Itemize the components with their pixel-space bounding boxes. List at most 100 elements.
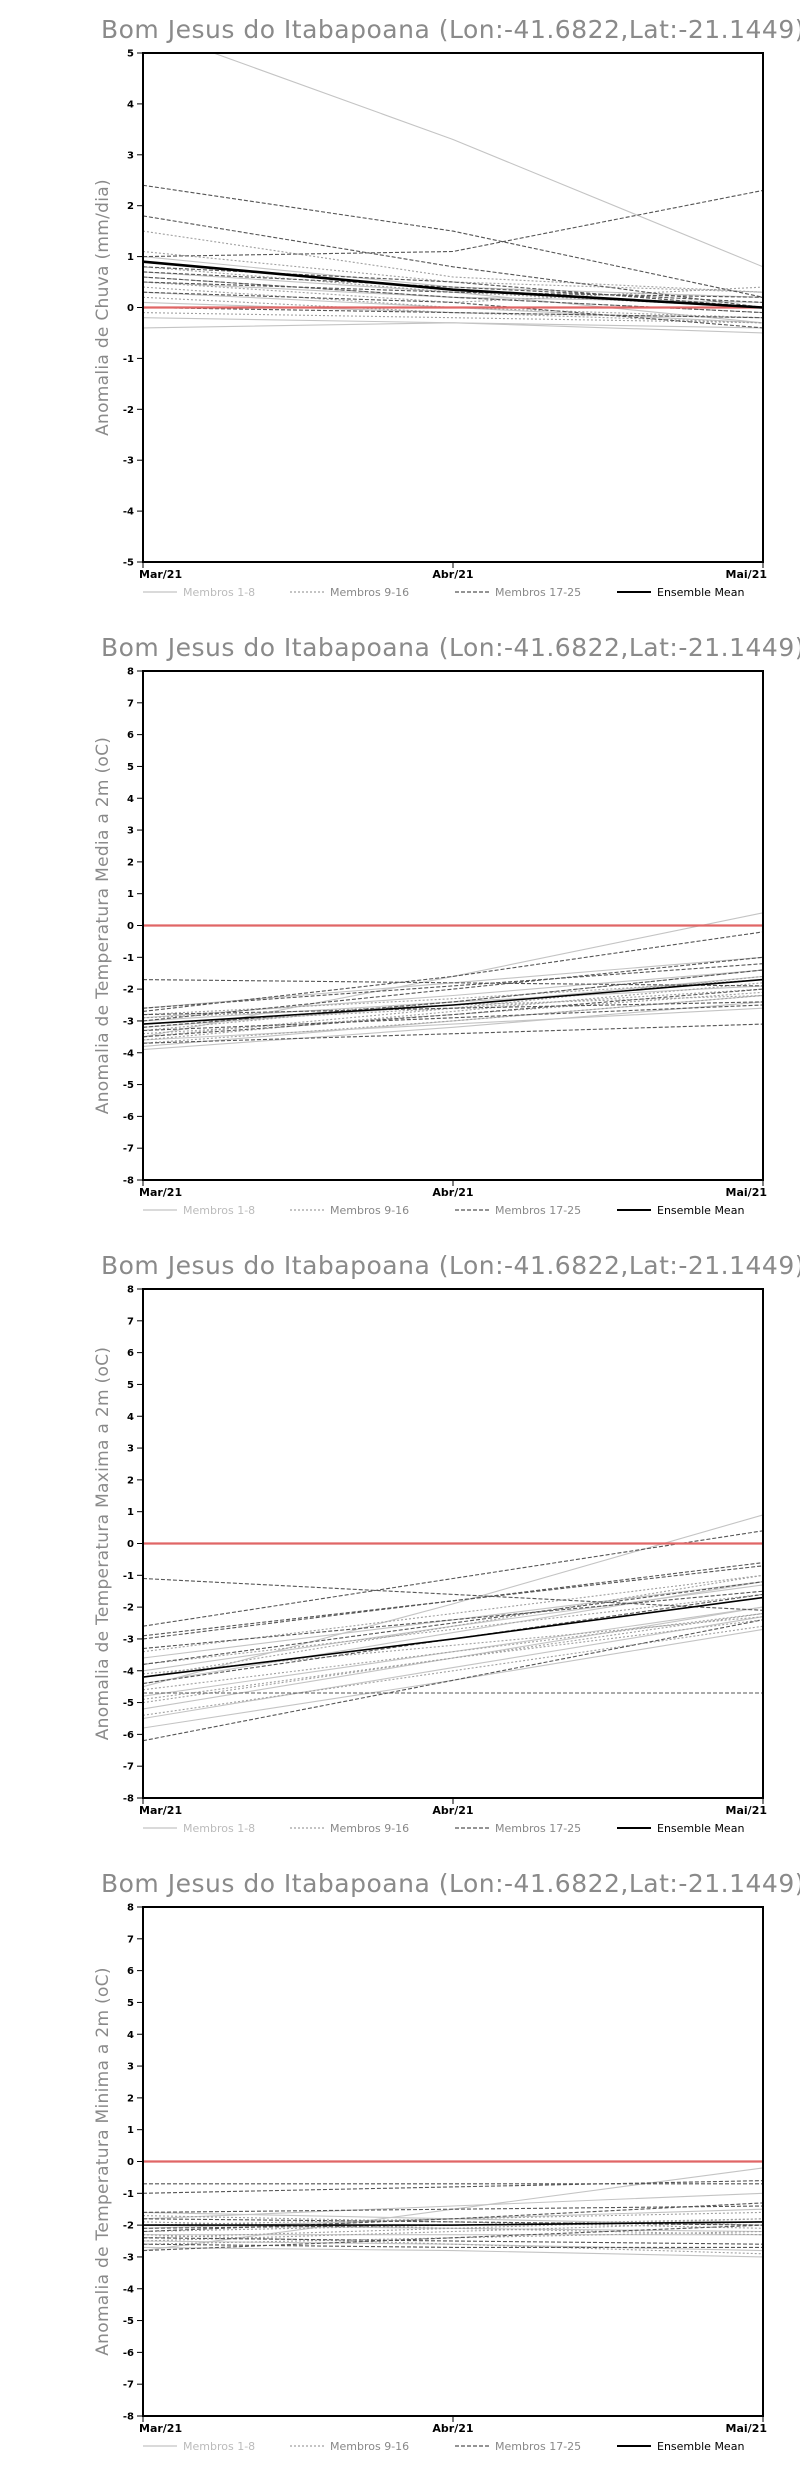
member-line bbox=[143, 1565, 763, 1637]
member-line bbox=[211, 53, 763, 268]
member-line bbox=[143, 2246, 763, 2258]
y-tick-label: 2 bbox=[127, 857, 134, 868]
y-axis-label: Anomalia de Temperatura Media a 2m (oC) bbox=[93, 737, 113, 1114]
member-line bbox=[143, 2180, 763, 2194]
y-tick-label: -3 bbox=[123, 456, 134, 467]
chart-title: Bom Jesus do Itabapoana (Lon:-41.6822,La… bbox=[101, 1869, 800, 1898]
member-line bbox=[143, 2218, 763, 2226]
y-tick-label: 1 bbox=[127, 2125, 134, 2136]
y-tick-label: -5 bbox=[123, 1080, 134, 1091]
member-line bbox=[143, 2218, 763, 2233]
y-tick-label: -3 bbox=[123, 2252, 134, 2263]
y-tick-label: -5 bbox=[123, 1698, 134, 1709]
y-tick-label: 3 bbox=[127, 2062, 134, 2073]
member-line bbox=[143, 184, 763, 298]
y-tick-label: -6 bbox=[123, 1730, 134, 1741]
member-line bbox=[143, 1590, 763, 1650]
legend-label: Membros 9-16 bbox=[330, 1204, 409, 1217]
member-line bbox=[143, 2211, 763, 2226]
x-tick-label: Abr/21 bbox=[432, 1186, 473, 1199]
x-tick-label: Abr/21 bbox=[432, 568, 473, 581]
y-tick-label: 8 bbox=[127, 1903, 134, 1914]
series-group bbox=[143, 912, 763, 1051]
member-line bbox=[143, 189, 763, 258]
y-tick-label: 1 bbox=[127, 1507, 134, 1518]
member-line bbox=[143, 1001, 763, 1016]
y-tick-label: -1 bbox=[123, 1571, 134, 1582]
member-line bbox=[143, 1530, 763, 1627]
legend-label: Membros 17-25 bbox=[495, 586, 581, 599]
y-tick-label: -2 bbox=[123, 2221, 134, 2232]
plot-frame bbox=[142, 52, 764, 563]
legend-label: Membros 9-16 bbox=[330, 1822, 409, 1835]
member-line bbox=[143, 988, 763, 1038]
legend-label: Ensemble Mean bbox=[657, 2440, 744, 2453]
y-tick-label: -4 bbox=[123, 2284, 134, 2295]
member-line bbox=[143, 2230, 763, 2245]
member-line bbox=[143, 988, 763, 1025]
y-axis-label: Anomalia de Temperatura Maxima a 2m (oC) bbox=[93, 1347, 113, 1741]
member-line bbox=[143, 2234, 763, 2255]
member-line bbox=[143, 291, 763, 329]
legend-label: Ensemble Mean bbox=[657, 1822, 744, 1835]
y-tick-label: 1 bbox=[127, 252, 134, 263]
member-line bbox=[143, 1004, 763, 1032]
plot-frame bbox=[142, 1288, 764, 1799]
y-tick-label: 2 bbox=[127, 2093, 134, 2104]
member-line bbox=[143, 994, 763, 1019]
chart-panel-2: Bom Jesus do Itabapoana (Lon:-41.6822,La… bbox=[93, 633, 800, 1217]
chart-title: Bom Jesus do Itabapoana (Lon:-41.6822,La… bbox=[101, 1251, 800, 1280]
ensemble-mean-line bbox=[143, 978, 763, 1025]
legend-label: Membros 17-25 bbox=[495, 1204, 581, 1217]
y-tick-label: -8 bbox=[123, 1794, 134, 1805]
x-tick-label: Mar/21 bbox=[139, 1186, 182, 1199]
y-tick-label: 3 bbox=[127, 150, 134, 161]
member-line bbox=[143, 991, 763, 1035]
y-tick-label: 5 bbox=[127, 1998, 134, 2009]
legend-label: Membros 17-25 bbox=[495, 1822, 581, 1835]
ensemble-mean-line bbox=[143, 260, 763, 309]
member-line bbox=[143, 230, 763, 293]
member-line bbox=[143, 1577, 763, 1611]
x-tick-label: Mai/21 bbox=[726, 568, 767, 581]
member-line bbox=[143, 931, 763, 1012]
member-line bbox=[143, 979, 763, 987]
y-tick-label: 0 bbox=[127, 2157, 134, 2168]
y-tick-label: -2 bbox=[123, 985, 134, 996]
legend-label: Ensemble Mean bbox=[657, 1204, 744, 1217]
y-tick-label: 4 bbox=[127, 2030, 134, 2041]
member-line bbox=[143, 1619, 763, 1700]
y-tick-label: 2 bbox=[127, 201, 134, 212]
y-tick-label: 0 bbox=[127, 921, 134, 932]
legend-label: Membros 1-8 bbox=[183, 1822, 255, 1835]
y-tick-label: -5 bbox=[123, 2316, 134, 2327]
member-line bbox=[143, 281, 763, 298]
member-line bbox=[143, 215, 763, 309]
y-tick-label: -3 bbox=[123, 1016, 134, 1027]
y-tick-label: 1 bbox=[127, 889, 134, 900]
member-line bbox=[143, 1581, 763, 1659]
member-line bbox=[143, 271, 763, 303]
member-line bbox=[143, 1562, 763, 1640]
y-tick-label: 0 bbox=[127, 1539, 134, 1550]
y-tick-label: -1 bbox=[123, 953, 134, 964]
legend-label: Membros 9-16 bbox=[330, 586, 409, 599]
x-tick-label: Mar/21 bbox=[139, 1804, 182, 1817]
chart-panel-3: Bom Jesus do Itabapoana (Lon:-41.6822,La… bbox=[93, 1251, 800, 1835]
y-tick-label: 6 bbox=[127, 1348, 134, 1359]
member-line bbox=[143, 963, 763, 1009]
member-line bbox=[143, 912, 763, 1038]
y-tick-label: 8 bbox=[127, 667, 134, 678]
member-line bbox=[143, 281, 763, 303]
y-tick-label: 7 bbox=[127, 698, 134, 709]
member-line bbox=[143, 2237, 763, 2245]
member-line bbox=[143, 2224, 763, 2252]
y-tick-label: 8 bbox=[127, 1285, 134, 1296]
chart-panel-1: Bom Jesus do Itabapoana (Lon:-41.6822,La… bbox=[93, 15, 800, 599]
y-tick-label: 5 bbox=[127, 762, 134, 773]
y-tick-label: -7 bbox=[123, 1762, 134, 1773]
y-tick-label: -4 bbox=[123, 1048, 134, 1059]
plot-frame bbox=[142, 1906, 764, 2417]
y-tick-label: -6 bbox=[123, 2348, 134, 2359]
